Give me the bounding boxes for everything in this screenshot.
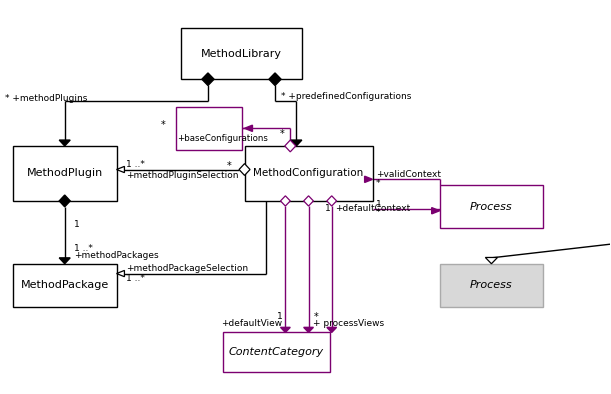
Polygon shape [365, 176, 373, 182]
Polygon shape [280, 196, 290, 206]
Text: 1 ..*: 1 ..* [126, 274, 145, 283]
FancyBboxPatch shape [13, 146, 117, 201]
Text: 1 ..*: 1 ..* [126, 160, 145, 169]
Polygon shape [485, 257, 497, 264]
FancyBboxPatch shape [223, 333, 330, 372]
Polygon shape [269, 73, 281, 85]
Polygon shape [432, 208, 439, 214]
Polygon shape [117, 166, 125, 173]
Text: 1: 1 [376, 200, 381, 208]
Text: +defaultContext: +defaultContext [335, 204, 410, 213]
FancyBboxPatch shape [439, 185, 543, 229]
Text: Process: Process [470, 202, 513, 212]
Text: * +methodPlugins: * +methodPlugins [5, 94, 87, 103]
Text: MethodPlugin: MethodPlugin [27, 169, 103, 178]
Polygon shape [327, 327, 337, 333]
Polygon shape [117, 270, 125, 277]
Text: *: * [313, 312, 318, 322]
Polygon shape [59, 140, 70, 146]
FancyBboxPatch shape [176, 107, 242, 150]
FancyBboxPatch shape [439, 264, 543, 307]
Polygon shape [327, 196, 337, 206]
FancyBboxPatch shape [180, 28, 302, 79]
Text: +validContext: +validContext [376, 170, 441, 179]
Polygon shape [285, 140, 296, 152]
Text: MethodLibrary: MethodLibrary [201, 49, 282, 59]
Text: 1: 1 [277, 312, 282, 321]
Polygon shape [304, 327, 313, 333]
Text: +defaultView: +defaultView [221, 319, 282, 328]
Text: +methodPluginSelection: +methodPluginSelection [126, 171, 238, 180]
Text: +methodPackages: +methodPackages [74, 251, 158, 260]
Text: + processViews: + processViews [313, 319, 384, 328]
Text: 1 ..*: 1 ..* [74, 244, 93, 253]
Text: Process: Process [470, 281, 513, 290]
Text: MethodPackage: MethodPackage [21, 281, 109, 290]
Text: 1: 1 [74, 220, 79, 229]
Text: *: * [279, 129, 284, 139]
Text: * +predefinedConfigurations: * +predefinedConfigurations [281, 92, 411, 101]
Polygon shape [291, 140, 302, 146]
FancyBboxPatch shape [13, 264, 117, 307]
Polygon shape [59, 258, 70, 264]
Polygon shape [239, 164, 250, 175]
Text: MethodConfiguration: MethodConfiguration [254, 169, 364, 178]
Text: 1: 1 [324, 204, 331, 213]
Text: +methodPackageSelection: +methodPackageSelection [126, 264, 248, 273]
FancyBboxPatch shape [244, 146, 373, 201]
Text: *: * [376, 179, 380, 188]
Polygon shape [202, 73, 214, 85]
Text: *: * [376, 208, 380, 217]
Text: +baseConfigurations: +baseConfigurations [177, 134, 268, 143]
Text: ContentCategory: ContentCategory [229, 347, 324, 357]
Text: *: * [161, 120, 166, 130]
Text: *: * [226, 161, 231, 171]
Polygon shape [244, 125, 252, 132]
Polygon shape [59, 195, 70, 207]
Polygon shape [280, 327, 290, 333]
Polygon shape [304, 196, 313, 206]
